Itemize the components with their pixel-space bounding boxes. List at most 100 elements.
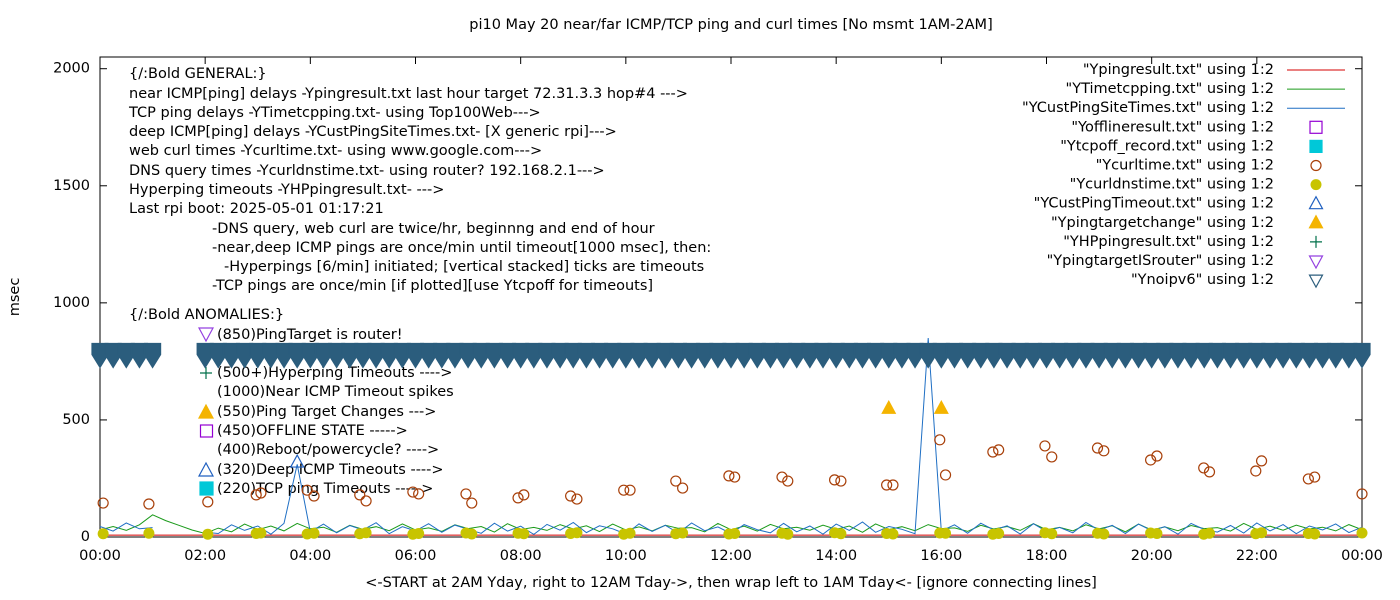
legend-swatch	[1309, 139, 1323, 153]
data-point	[1091, 442, 1104, 454]
data-point	[97, 528, 109, 540]
data-point	[776, 471, 788, 483]
data-point	[624, 527, 636, 539]
annotation: Hyperping timeouts -YHPpingresult.txt- -…	[129, 182, 444, 198]
data-point	[571, 493, 583, 505]
series-line	[99, 337, 1363, 536]
glyph	[197, 461, 215, 477]
annotation: (220)TCP ping Timeouts ----->	[217, 481, 433, 497]
data-point	[1039, 440, 1051, 452]
data-point	[250, 489, 262, 501]
data-point	[1046, 451, 1058, 463]
data-point	[1204, 527, 1216, 539]
data-point	[202, 496, 214, 508]
data-point	[1353, 342, 1371, 369]
legend-label: "YCustPingSiteTimes.txt" using 1:2	[1022, 100, 1274, 116]
data-point	[933, 399, 949, 414]
data-point	[1098, 445, 1110, 457]
x-axis-label: <-START at 2AM Yday, right to 12AM Tday-…	[365, 575, 1097, 591]
data-point	[518, 528, 530, 540]
data-point	[835, 475, 847, 487]
chart-title: pi10 May 20 near/far ICMP/TCP ping and c…	[469, 17, 992, 33]
data-point	[782, 528, 794, 540]
data-point	[143, 342, 162, 369]
data-point	[729, 471, 741, 483]
x-tick-label: 04:00	[289, 548, 331, 564]
data-point	[993, 444, 1005, 456]
data-point	[354, 489, 366, 501]
data-point	[881, 479, 893, 491]
data-point	[360, 527, 372, 539]
data-point	[1098, 528, 1110, 540]
x-tick-label: 00:00	[1341, 548, 1383, 564]
legend-swatch	[1308, 274, 1324, 289]
annotation: (400)Reboot/powercycle? ---->	[217, 442, 439, 458]
y-tick-label: 2000	[53, 61, 90, 77]
data-point	[565, 490, 577, 502]
annotation: -DNS query, web curl are twice/hr, begin…	[212, 221, 655, 237]
annotation-glyphs	[197, 327, 215, 496]
x-tick-label: 06:00	[395, 548, 437, 564]
data-point	[518, 489, 530, 501]
annotation: {/:Bold GENERAL:}	[129, 66, 267, 82]
data-point	[466, 528, 478, 540]
legend-label: "Ynoipv6" using 1:2	[1131, 272, 1274, 288]
y-tick-label: 500	[62, 412, 90, 428]
data-point	[308, 527, 320, 539]
x-tick-label: 08:00	[500, 548, 542, 564]
legend-swatch	[1308, 214, 1324, 229]
data-point	[729, 527, 741, 539]
annotation: (320)Deep ICMP Timeouts ---->	[217, 462, 444, 478]
annotation: (850)PingTarget is router!	[217, 327, 403, 343]
data-point	[413, 527, 425, 539]
legend-swatch	[1309, 120, 1323, 134]
x-tick-label: 22:00	[1236, 548, 1278, 564]
y-tick-label: 1000	[53, 295, 90, 311]
data-point	[301, 484, 313, 496]
legend-swatch	[1310, 179, 1322, 191]
annotation: web curl times -Ycurltime.txt- using www…	[129, 143, 542, 159]
data-point	[1046, 528, 1058, 540]
data-point	[460, 488, 472, 500]
legend-label: "Ypingresult.txt" using 1:2	[1083, 62, 1274, 78]
data-point	[887, 528, 899, 540]
legend-label: "Ycurldnstime.txt" using 1:2	[1070, 177, 1274, 193]
data-point	[835, 528, 847, 540]
data-point	[723, 470, 735, 482]
annotation: Last rpi boot: 2025-05-01 01:17:21	[129, 201, 384, 217]
annotation: near ICMP[ping] delays -Ypingresult.txt …	[129, 86, 688, 102]
data-point	[1145, 454, 1157, 466]
data-point	[512, 492, 524, 504]
annotation: -near,deep ICMP pings are once/min until…	[212, 240, 711, 256]
y-tick-label: 1500	[53, 178, 90, 194]
legend-label: "Yofflineresult.txt" using 1:2	[1071, 119, 1274, 135]
x-tick-label: 18:00	[1026, 548, 1068, 564]
data-point	[618, 484, 630, 496]
x-tick-label: 02:00	[184, 548, 226, 564]
x-tick-label: 16:00	[920, 548, 962, 564]
x-tick-label: 20:00	[1131, 548, 1173, 564]
data-point	[1151, 450, 1163, 462]
data-point	[202, 528, 214, 540]
data-point	[1256, 527, 1268, 539]
legend-swatch	[1308, 195, 1324, 210]
data-point	[1309, 528, 1321, 540]
glyph	[197, 327, 215, 343]
annotation: {/:Bold ANOMALIES:}	[129, 307, 284, 323]
data-point	[887, 479, 899, 491]
data-point	[407, 486, 419, 498]
data-point	[1356, 527, 1368, 539]
data-point	[782, 475, 794, 487]
annotation: TCP ping delays -YTimetcpping.txt- using…	[128, 105, 541, 121]
data-point	[1151, 527, 1163, 539]
data-point	[1302, 473, 1314, 485]
glyph	[197, 403, 215, 419]
annotation: (450)OFFLINE STATE ----->	[217, 423, 408, 439]
data-point	[1198, 462, 1210, 474]
legend-label: "Ycurltime.txt" using 1:2	[1096, 158, 1274, 174]
data-point	[987, 446, 999, 458]
annotation: deep ICMP[ping] delays -YCustPingSiteTim…	[129, 124, 617, 140]
legend-swatch	[1310, 159, 1322, 172]
